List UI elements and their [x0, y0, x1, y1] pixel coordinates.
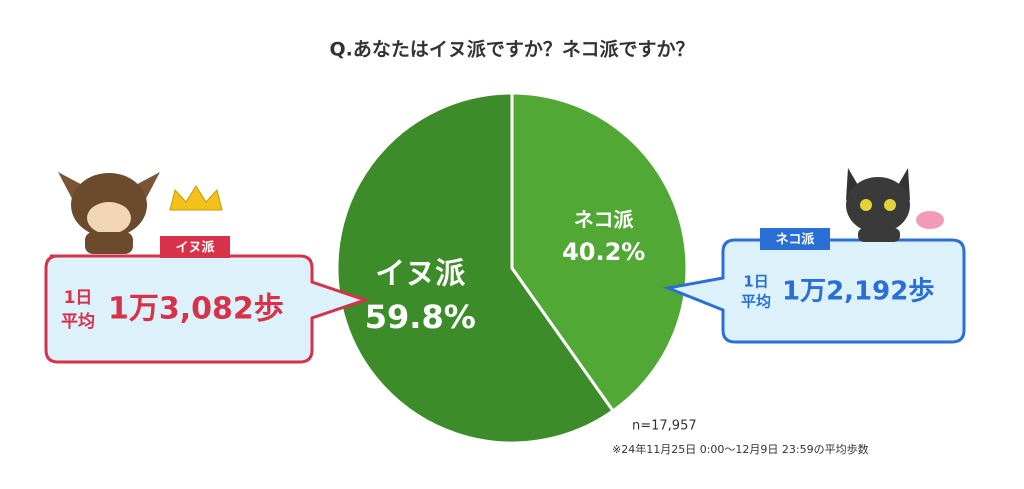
- cat-steps: 1万2,192歩: [782, 277, 934, 307]
- chart-title: Q.あなたはイヌ派ですか？ネコ派ですか？: [330, 39, 695, 61]
- cat-badge: [760, 228, 830, 250]
- dog-steps: 1万3,082歩: [108, 292, 284, 327]
- note: ※24年11月25日 0:00〜12月9日 23:59の平均歩数: [612, 442, 869, 456]
- pie-slice: [510, 91, 689, 413]
- dog-badge-label: イヌ派: [175, 241, 215, 256]
- slice-category: イヌ派: [375, 257, 465, 292]
- cat-average: 平均: [741, 293, 771, 311]
- crown: [169, 185, 223, 211]
- cat-callout: [662, 238, 966, 344]
- cat-per-day: 1日: [743, 273, 768, 291]
- cat-badge-label: ネコ派: [776, 233, 816, 248]
- dog-average: 平均: [61, 311, 95, 332]
- pie-slice: [335, 91, 616, 445]
- cat-illustration: [846, 168, 944, 242]
- dog-per-day: 1日: [64, 288, 93, 308]
- slice-value-label: 40.2%: [562, 238, 645, 266]
- pie: イヌ派 59.8% ネコ派 40.2%: [335, 91, 689, 445]
- slice-value-label: 59.8%: [365, 298, 476, 336]
- dog-illustration: [58, 172, 160, 254]
- sample-size: n=17,957: [632, 419, 697, 434]
- slice-category: ネコ派: [574, 207, 635, 231]
- dog-badge: [160, 236, 230, 258]
- dog-callout: [44, 254, 370, 364]
